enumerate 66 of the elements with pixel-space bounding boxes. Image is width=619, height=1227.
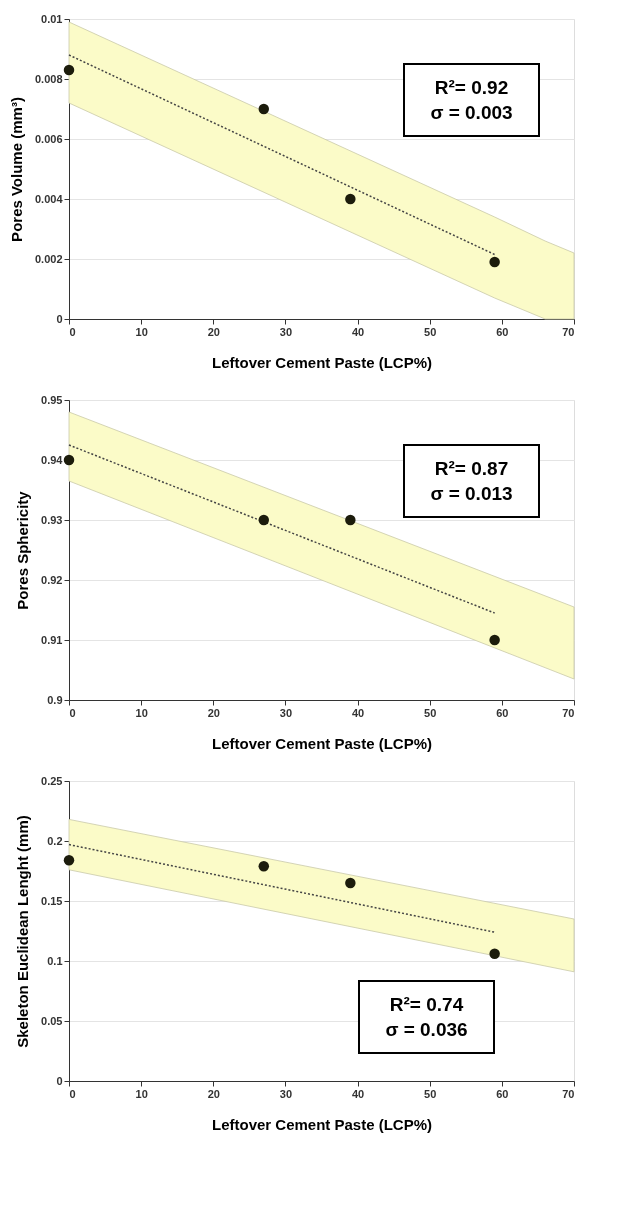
annotation: R²= 0.74 [389, 993, 464, 1015]
y-tick-label: 0.92 [41, 573, 63, 586]
y-tick-label: 0.95 [41, 393, 63, 406]
x-tick-label: 70 [562, 1087, 575, 1100]
x-tick-label: 20 [207, 706, 220, 719]
point [489, 256, 500, 268]
y-tick-label: 0.004 [34, 192, 64, 205]
x-tick-label: 0 [69, 325, 76, 338]
point [345, 877, 356, 889]
x-tick-label: 20 [207, 325, 220, 338]
y-tick-label: 0.2 [47, 834, 63, 847]
y-axis-title: Pores Volume (mm³) [7, 97, 25, 242]
x-axis-title: Leftover Cement Paste (LCP%) [211, 1115, 433, 1133]
x-tick-label: 40 [351, 1087, 365, 1100]
point [345, 514, 356, 526]
annotation: R²= 0.92 [434, 76, 509, 98]
x-tick-label: 20 [207, 1087, 220, 1100]
y-tick-label: 0.002 [34, 252, 63, 265]
point [63, 64, 75, 76]
annotation: σ = 0.036 [385, 1018, 468, 1040]
y-tick-label: 0.91 [41, 633, 63, 646]
y-tick-label: 0.15 [41, 894, 63, 907]
y-tick-label: 0 [56, 312, 63, 325]
y-tick-label: 0.1 [47, 954, 63, 967]
point [258, 860, 270, 872]
x-tick-label: 70 [562, 325, 575, 338]
x-tick-label: 50 [424, 325, 437, 338]
y-tick-label: 0.25 [41, 774, 63, 787]
y-tick-label: 0.9 [47, 693, 63, 706]
x-axis-title: Leftover Cement Paste (LCP%) [211, 353, 433, 371]
x-tick-label: 30 [279, 706, 293, 719]
annotation: R²= 0.87 [434, 457, 509, 479]
point [258, 514, 270, 526]
point [258, 103, 270, 115]
point [63, 854, 75, 866]
x-tick-label: 30 [279, 325, 293, 338]
x-tick-label: 60 [496, 706, 509, 719]
x-axis-title: Leftover Cement Paste (LCP%) [211, 734, 433, 752]
annotation: σ = 0.003 [430, 101, 513, 123]
x-tick-label: 50 [424, 1087, 437, 1100]
x-tick-label: 40 [351, 706, 365, 719]
x-tick-label: 10 [135, 325, 148, 338]
x-tick-label: 30 [279, 1087, 293, 1100]
point [345, 193, 356, 205]
x-tick-label: 40 [351, 325, 365, 338]
x-tick-label: 60 [496, 1087, 509, 1100]
y-axis-title: Pores Sphericity [14, 490, 32, 610]
y-tick-label: 0 [56, 1074, 63, 1087]
point [489, 634, 500, 646]
y-tick-label: 0.006 [34, 132, 63, 145]
y-tick-label: 0.008 [34, 72, 63, 85]
y-tick-label: 0.01 [41, 12, 63, 25]
y-tick-label: 0.94 [41, 453, 64, 466]
x-tick-label: 70 [562, 706, 575, 719]
x-tick-label: 10 [135, 706, 148, 719]
y-tick-label: 0.93 [41, 513, 63, 526]
point [63, 454, 75, 466]
y-tick-label: 0.05 [41, 1014, 63, 1027]
x-tick-label: 10 [135, 1087, 148, 1100]
y-axis-title: Skeleton Euclidean Lenght (mm) [14, 815, 32, 1048]
annotation: σ = 0.013 [430, 482, 513, 504]
x-tick-label: 0 [69, 1087, 76, 1100]
x-tick-label: 60 [496, 325, 509, 338]
x-tick-label: 50 [424, 706, 437, 719]
x-tick-label: 0 [69, 706, 76, 719]
point [489, 948, 500, 960]
